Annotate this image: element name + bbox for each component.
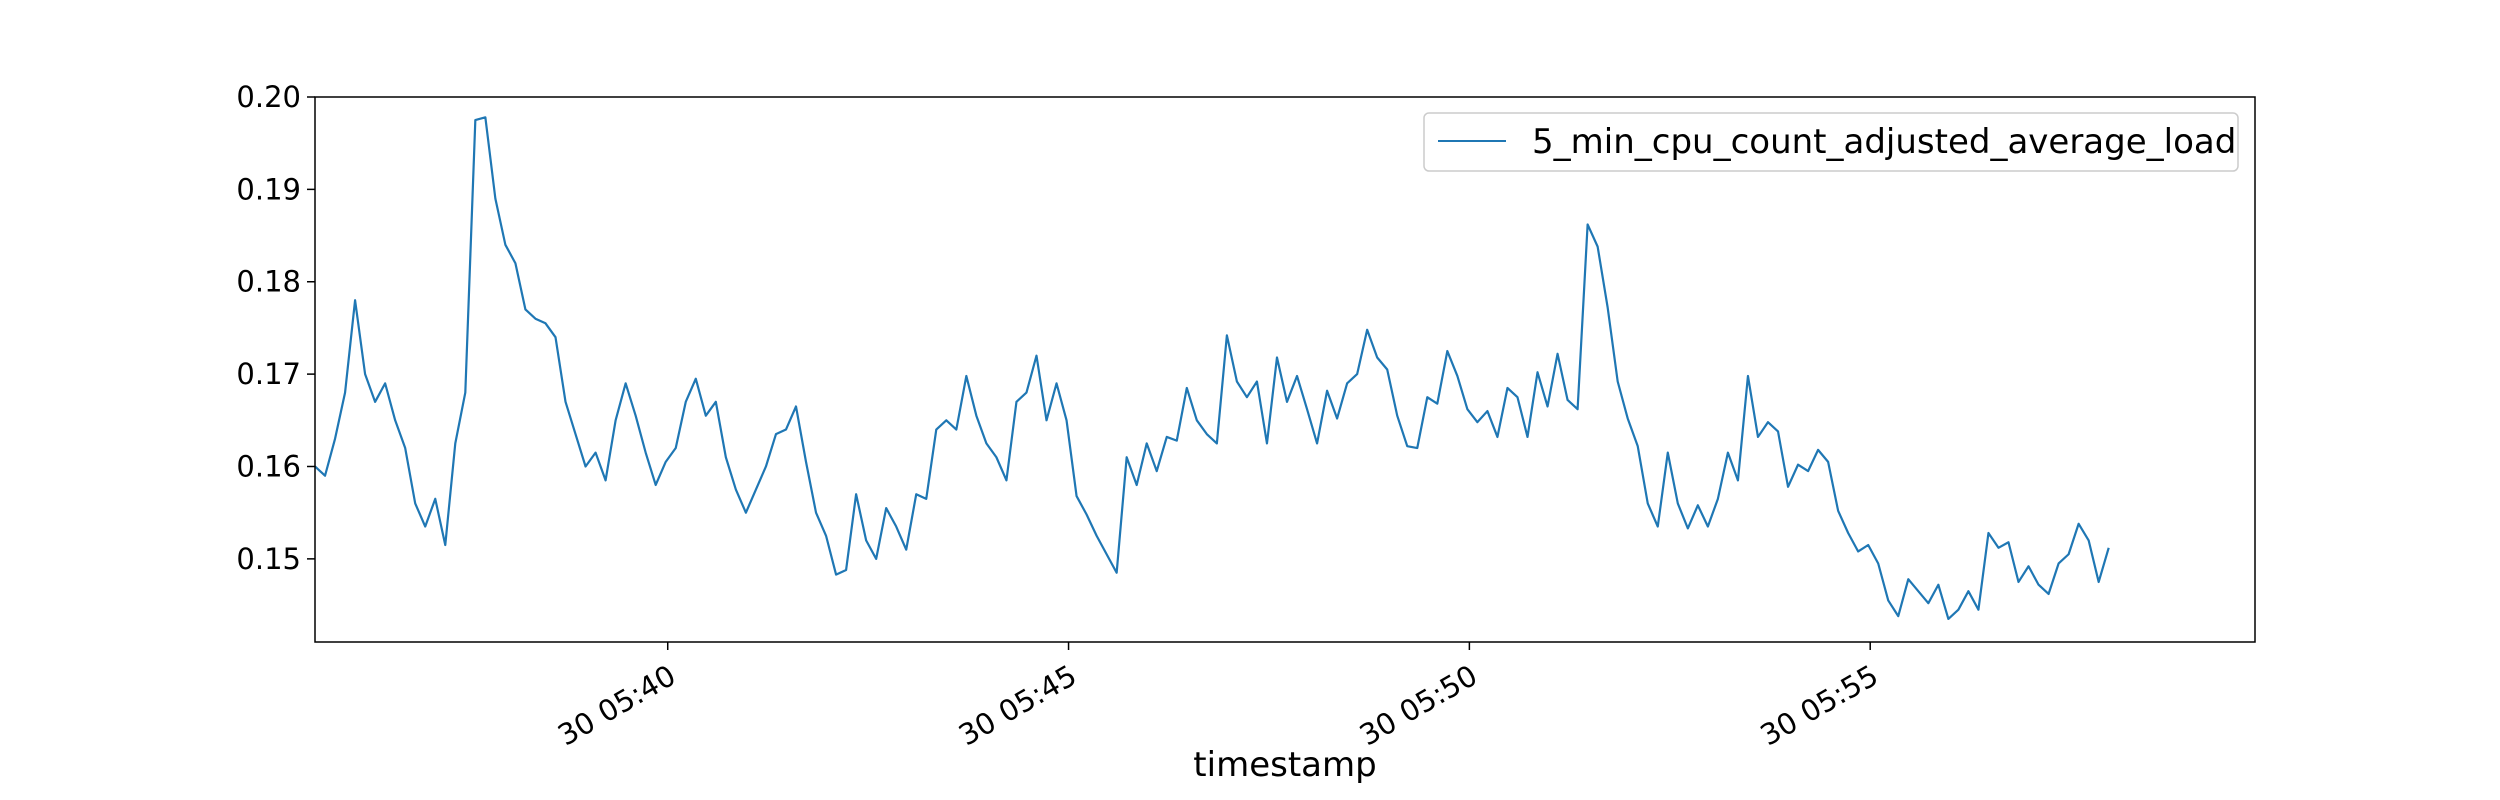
y-tick-label: 0.16: [236, 449, 301, 483]
legend: 5_min_cpu_count_adjusted_average_load: [1423, 112, 2239, 172]
x-tick-label: 30 05:55: [1755, 658, 1884, 752]
y-tick-label: 0.15: [236, 542, 301, 576]
x-tick-label: 30 05:40: [552, 658, 681, 752]
x-axis: 30 05:40 30 05:45 30 05:50 30 05:55: [552, 642, 1884, 752]
x-axis-title: timestamp: [1193, 745, 1376, 785]
y-axis: 0.15 0.16 0.17 0.18 0.19 0.20: [236, 80, 315, 576]
series-line-0: [314, 116, 2110, 621]
legend-box: [1423, 112, 2239, 172]
y-tick-label: 0.20: [236, 80, 301, 114]
plot-frame: [314, 96, 2256, 643]
y-tick-label: 0.19: [236, 172, 301, 206]
y-tick-label: 0.17: [236, 357, 301, 391]
legend-label: 5_min_cpu_count_adjusted_average_load: [1532, 122, 2236, 162]
x-tick-label: 30 05:50: [1354, 658, 1483, 752]
x-tick-label: 30 05:45: [953, 658, 1082, 752]
y-tick-label: 0.18: [236, 265, 301, 299]
plot-area: [314, 116, 2110, 621]
